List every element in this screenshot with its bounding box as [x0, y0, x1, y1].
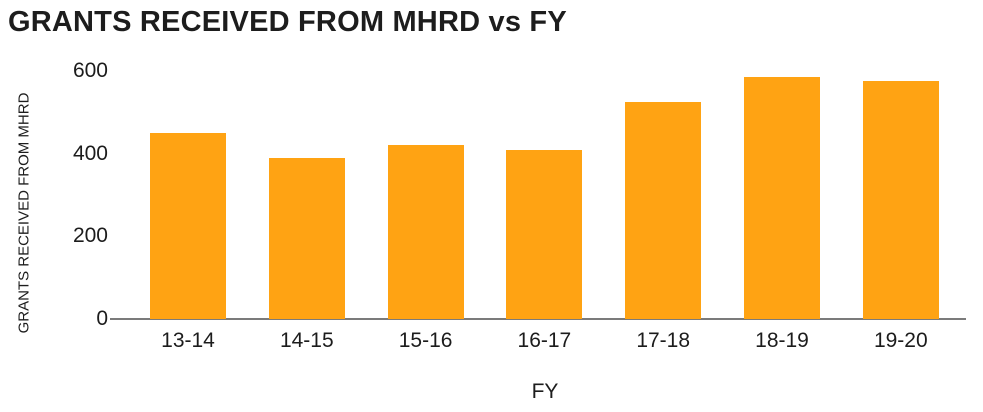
x-axis-title: FY	[531, 380, 559, 403]
x-tick-label: 15-16	[398, 329, 453, 352]
bar-18-19	[744, 77, 820, 319]
x-tick-label: 16-17	[517, 329, 572, 352]
bar-13-14	[150, 133, 226, 319]
x-axis-line	[110, 318, 966, 320]
x-tick-label: 17-18	[636, 329, 691, 352]
bar-17-18	[625, 102, 702, 319]
y-tick-label: 200	[72, 224, 108, 248]
y-tick-label: 600	[72, 59, 108, 82]
bar-14-15	[268, 157, 345, 319]
bar-16-17	[506, 149, 583, 319]
y-tick-label: 0	[96, 307, 108, 330]
y-axis-title: GRANTS RECEIVED FROM MHRD	[15, 92, 33, 334]
chart-title: GRANTS RECEIVED FROM MHRD vs FY	[8, 6, 567, 38]
bar-19-20	[862, 81, 939, 319]
bar-15-16	[387, 145, 464, 319]
y-tick-label: 400	[72, 141, 108, 165]
x-tick-label: 18-19	[755, 329, 809, 352]
x-tick-label: 14-15	[279, 329, 334, 352]
x-tick-label: 13-14	[161, 329, 215, 352]
x-tick-label: 19-20	[873, 329, 928, 352]
